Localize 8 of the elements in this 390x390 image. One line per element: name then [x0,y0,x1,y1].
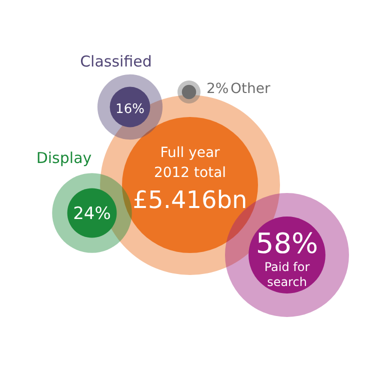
category-label: Other [230,81,271,97]
category-label: Classified [80,52,152,70]
data-label: 16% [116,102,144,117]
category-label: Display [36,149,92,168]
data-label: 58% [256,227,318,260]
data-label: 2% [206,81,229,97]
data-label: 24% [73,204,111,224]
category-label: Paid for search [264,260,310,289]
